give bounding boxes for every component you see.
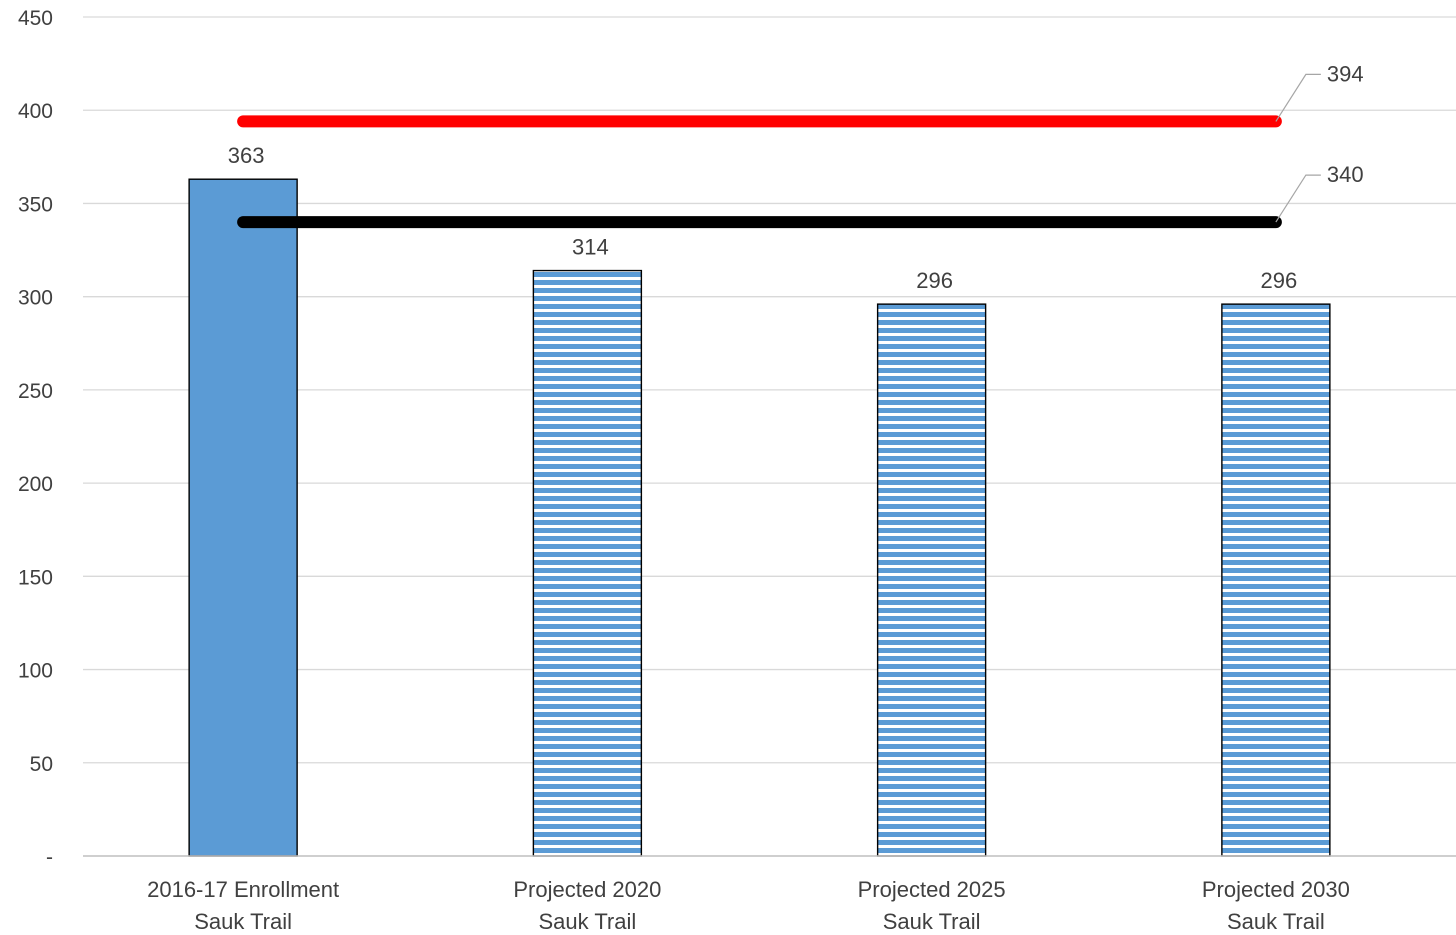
x-category-label: Sauk Trail — [538, 909, 636, 934]
y-tick-label: 50 — [30, 753, 53, 776]
y-tick-label: 400 — [18, 100, 53, 123]
bar — [532, 269, 643, 857]
data-labels: 363 314 296 296 — [228, 143, 1297, 293]
y-axis-tick-labels: - 50 100 150 200 250 300 350 400 450 — [18, 7, 53, 869]
y-tick-label: 150 — [18, 566, 53, 589]
x-category-label: Projected 2030 — [1202, 877, 1350, 902]
reference-line-leader — [1275, 174, 1321, 223]
reference-line-label: 340 — [1327, 162, 1364, 187]
x-category-label: Projected 2025 — [858, 877, 1006, 902]
x-category-label: 2016-17 Enrollment — [147, 877, 339, 902]
bars — [188, 178, 1331, 857]
bar-data-label: 296 — [916, 268, 953, 293]
y-tick-label: 450 — [18, 7, 53, 30]
y-tick-label: 300 — [18, 287, 53, 310]
bar-data-label: 314 — [572, 235, 609, 260]
reference-lines: 394 340 — [237, 61, 1364, 229]
gridlines — [83, 16, 1456, 764]
bar — [1221, 303, 1331, 857]
y-tick-label: - — [46, 846, 53, 869]
x-category-label: Sauk Trail — [1227, 909, 1325, 934]
y-tick-label: 100 — [18, 660, 53, 683]
bar — [188, 178, 298, 857]
x-axis-category-labels: 2016-17 Enrollment Sauk Trail Projected 20… — [147, 877, 1350, 934]
bar — [876, 303, 987, 857]
x-category-label: Sauk Trail — [194, 909, 292, 934]
bar-data-label: 296 — [1261, 268, 1298, 293]
x-category-label: Projected 2020 — [513, 877, 661, 902]
bar-data-label: 363 — [228, 143, 265, 168]
reference-line-leader — [1275, 73, 1321, 122]
y-tick-label: 200 — [18, 473, 53, 496]
reference-line-label: 394 — [1327, 61, 1364, 86]
y-tick-label: 350 — [18, 193, 53, 216]
x-category-label: Sauk Trail — [883, 909, 981, 934]
y-tick-label: 250 — [18, 380, 53, 403]
